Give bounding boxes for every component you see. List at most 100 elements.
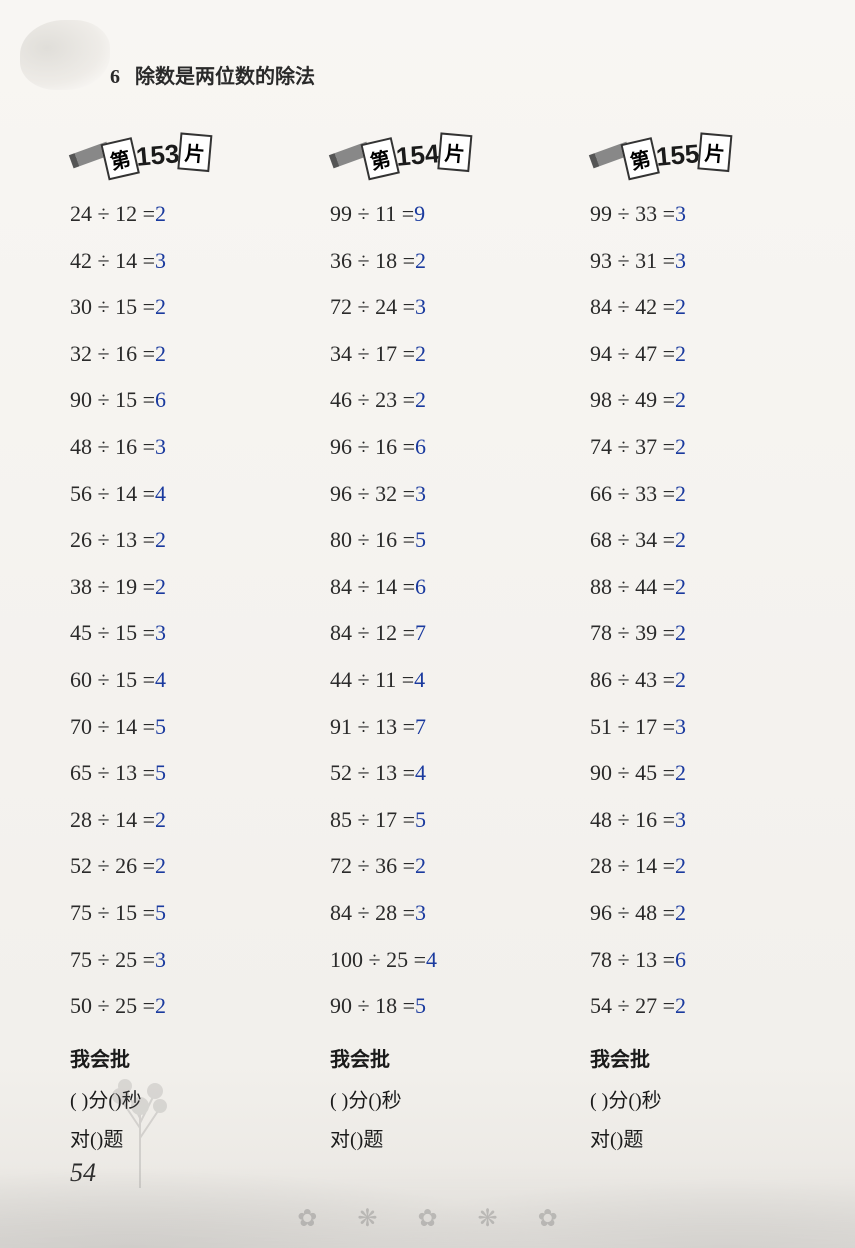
problem-question: 99 ÷ 33 = (590, 201, 675, 226)
grading-title: 我会批 (330, 1043, 555, 1072)
problem-answer: 2 (675, 341, 686, 366)
problem-question: 70 ÷ 14 = (70, 714, 155, 739)
problem-row: 38 ÷ 19 =2 (70, 573, 295, 602)
badge-suffix: 片 (178, 132, 213, 172)
problem-row: 28 ÷ 14 =2 (590, 852, 815, 881)
problem-question: 84 ÷ 12 = (330, 620, 415, 645)
badge-suffix: 片 (698, 132, 733, 172)
problem-question: 75 ÷ 25 = (70, 947, 155, 972)
problem-question: 88 ÷ 44 = (590, 574, 675, 599)
problem-answer: 3 (155, 434, 166, 459)
problem-answer: 5 (415, 807, 426, 832)
problem-question: 85 ÷ 17 = (330, 807, 415, 832)
problem-answer: 2 (675, 294, 686, 319)
problem-row: 48 ÷ 16 =3 (70, 433, 295, 462)
problem-answer: 6 (415, 574, 426, 599)
problem-question: 98 ÷ 49 = (590, 387, 675, 412)
problem-answer: 2 (155, 341, 166, 366)
problem-row: 65 ÷ 13 =5 (70, 759, 295, 788)
problem-answer: 2 (675, 760, 686, 785)
chapter-number: 6 (110, 66, 120, 88)
problem-question: 99 ÷ 11 = (330, 201, 414, 226)
problem-question: 46 ÷ 23 = (330, 387, 415, 412)
chapter-header: 6 除数是两位数的除法 (110, 60, 315, 89)
problem-row: 60 ÷ 15 =4 (70, 666, 295, 695)
problem-question: 72 ÷ 36 = (330, 853, 415, 878)
problem-answer: 6 (155, 387, 166, 412)
problem-row: 45 ÷ 15 =3 (70, 619, 295, 648)
problem-row: 51 ÷ 17 =3 (590, 713, 815, 742)
problem-answer: 2 (675, 481, 686, 506)
problem-question: 78 ÷ 13 = (590, 947, 675, 972)
problem-row: 28 ÷ 14 =2 (70, 806, 295, 835)
problem-column: 第153片24 ÷ 12 =242 ÷ 14 =330 ÷ 15 =232 ÷ … (70, 130, 295, 1162)
problem-row: 80 ÷ 16 =5 (330, 526, 555, 555)
problem-row: 96 ÷ 32 =3 (330, 480, 555, 509)
problem-question: 72 ÷ 24 = (330, 294, 415, 319)
problem-question: 84 ÷ 42 = (590, 294, 675, 319)
problem-question: 54 ÷ 27 = (590, 993, 675, 1018)
problem-question: 38 ÷ 19 = (70, 574, 155, 599)
problem-answer: 2 (675, 574, 686, 599)
problem-question: 84 ÷ 28 = (330, 900, 415, 925)
problem-row: 88 ÷ 44 =2 (590, 573, 815, 602)
problem-question: 52 ÷ 13 = (330, 760, 415, 785)
problem-question: 96 ÷ 48 = (590, 900, 675, 925)
badge-box: 第154片 (363, 132, 473, 178)
problem-question: 100 ÷ 25 = (330, 947, 426, 972)
problem-answer: 2 (155, 201, 166, 226)
problem-answer: 2 (675, 993, 686, 1018)
problem-question: 94 ÷ 47 = (590, 341, 675, 366)
section-badge: 第155片 (590, 130, 815, 180)
problem-answer: 2 (415, 853, 426, 878)
problem-row: 99 ÷ 33 =3 (590, 200, 815, 229)
problem-row: 48 ÷ 16 =3 (590, 806, 815, 835)
problem-row: 70 ÷ 14 =5 (70, 713, 295, 742)
problem-answer: 5 (155, 760, 166, 785)
problem-list: 24 ÷ 12 =242 ÷ 14 =330 ÷ 15 =232 ÷ 16 =2… (70, 200, 295, 1021)
problem-question: 34 ÷ 17 = (330, 341, 415, 366)
problem-row: 44 ÷ 11 =4 (330, 666, 555, 695)
problem-question: 86 ÷ 43 = (590, 667, 675, 692)
problem-question: 48 ÷ 16 = (590, 807, 675, 832)
problem-row: 54 ÷ 27 =2 (590, 992, 815, 1021)
problem-answer: 2 (415, 248, 426, 273)
problem-answer: 3 (415, 294, 426, 319)
problem-answer: 3 (415, 481, 426, 506)
problem-question: 28 ÷ 14 = (590, 853, 675, 878)
problem-row: 75 ÷ 25 =3 (70, 946, 295, 975)
problem-question: 90 ÷ 18 = (330, 993, 415, 1018)
problem-answer: 2 (155, 853, 166, 878)
problem-row: 46 ÷ 23 =2 (330, 386, 555, 415)
problem-row: 24 ÷ 12 =2 (70, 200, 295, 229)
problem-answer: 9 (414, 201, 425, 226)
problem-question: 56 ÷ 14 = (70, 481, 155, 506)
problem-row: 94 ÷ 47 =2 (590, 340, 815, 369)
problem-row: 30 ÷ 15 =2 (70, 293, 295, 322)
flower-ornaments: ✿❋✿❋✿ (297, 1204, 558, 1233)
problem-answer: 2 (675, 900, 686, 925)
problem-answer: 4 (426, 947, 437, 972)
problem-answer: 5 (155, 900, 166, 925)
problem-question: 32 ÷ 16 = (70, 341, 155, 366)
problem-row: 42 ÷ 14 =3 (70, 247, 295, 276)
problem-question: 75 ÷ 15 = (70, 900, 155, 925)
problem-row: 36 ÷ 18 =2 (330, 247, 555, 276)
problem-row: 91 ÷ 13 =7 (330, 713, 555, 742)
problem-question: 66 ÷ 33 = (590, 481, 675, 506)
section-badge: 第154片 (330, 130, 555, 180)
problem-row: 84 ÷ 12 =7 (330, 619, 555, 648)
problem-question: 65 ÷ 13 = (70, 760, 155, 785)
problem-question: 28 ÷ 14 = (70, 807, 155, 832)
problem-row: 56 ÷ 14 =4 (70, 480, 295, 509)
problem-column: 第155片99 ÷ 33 =393 ÷ 31 =384 ÷ 42 =294 ÷ … (590, 130, 815, 1162)
section-number: 155 (655, 138, 701, 173)
problem-row: 32 ÷ 16 =2 (70, 340, 295, 369)
problem-answer: 3 (675, 201, 686, 226)
problem-row: 72 ÷ 36 =2 (330, 852, 555, 881)
problem-column: 第154片99 ÷ 11 =936 ÷ 18 =272 ÷ 24 =334 ÷ … (330, 130, 555, 1162)
problem-answer: 2 (675, 387, 686, 412)
problem-answer: 7 (415, 714, 426, 739)
badge-box: 第155片 (623, 132, 733, 178)
problem-question: 44 ÷ 11 = (330, 667, 414, 692)
